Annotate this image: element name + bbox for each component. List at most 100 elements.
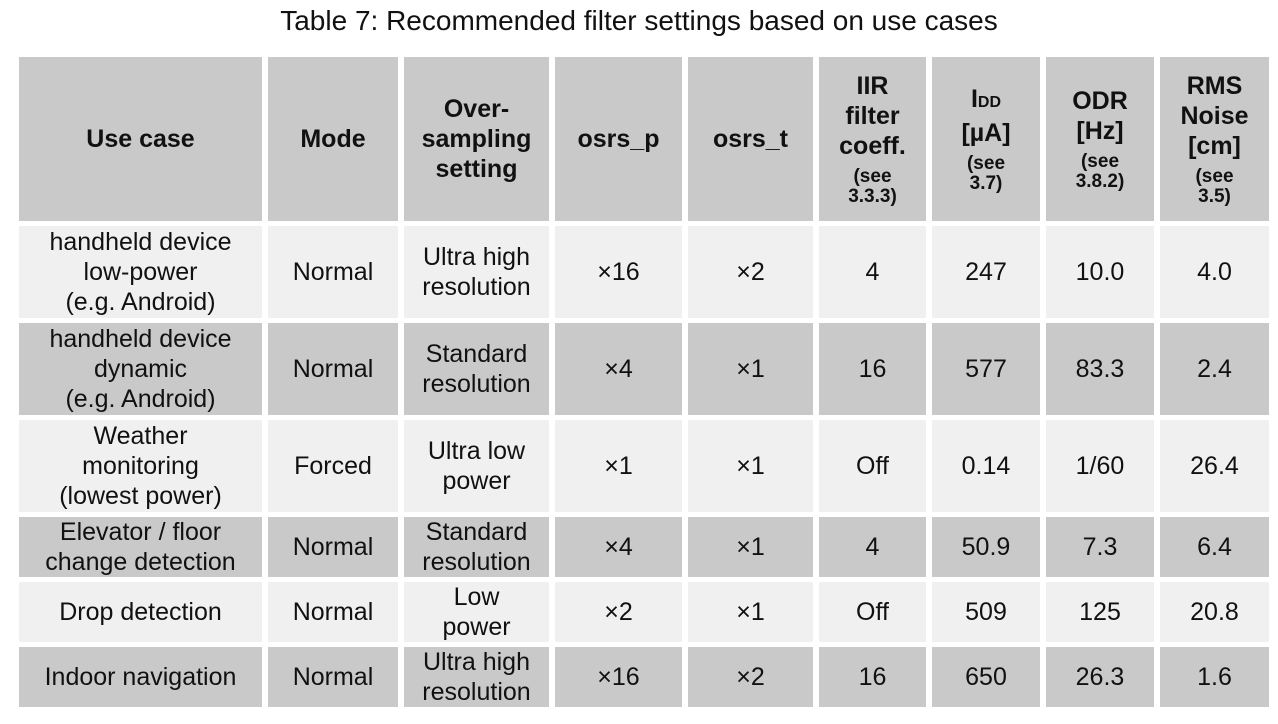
oversampling-line: Ultra high	[423, 243, 530, 271]
oversampling-line: resolution	[422, 273, 531, 301]
header-odr-note-line: 3.8.2)	[1075, 171, 1125, 192]
header-osrs-p-label: osrs_p	[577, 125, 660, 153]
header-use-case-label: Use case	[86, 125, 195, 153]
header-rms-line: [cm]	[1188, 132, 1241, 160]
oversampling-line: resolution	[422, 370, 531, 398]
cell-use-case: handheld device low-power (e.g. Android)	[19, 226, 262, 318]
cell-osrs-p: ×2	[555, 582, 682, 642]
table-row: handheld device low-power (e.g. Android)…	[19, 226, 1269, 318]
header-oversampling: Over- sampling setting	[404, 57, 549, 221]
header-iir-line: coeff.	[839, 132, 906, 160]
cell-iir: 16	[819, 323, 926, 415]
cell-osrs-t: ×1	[688, 420, 813, 512]
cell-idd: 0.14	[932, 420, 1040, 512]
cell-rms: 4.0	[1160, 226, 1269, 318]
cell-oversampling: Ultra low power	[404, 420, 549, 512]
header-rms-note: (see 3.5)	[1160, 167, 1269, 207]
cell-osrs-p: ×16	[555, 226, 682, 318]
cell-idd: 247	[932, 226, 1040, 318]
table-row: Weather monitoring (lowest power) Forced…	[19, 420, 1269, 512]
header-rms-noise: RMS Noise [cm] (see 3.5)	[1160, 57, 1269, 221]
use-case-line: Drop detection	[59, 598, 222, 626]
cell-oversampling: Ultra high resolution	[404, 647, 549, 707]
cell-use-case: Weather monitoring (lowest power)	[19, 420, 262, 512]
cell-oversampling: Standard resolution	[404, 517, 549, 577]
header-idd-subscript: DD	[977, 94, 1002, 111]
use-case-line: change detection	[45, 548, 236, 576]
oversampling-line: Low	[453, 583, 500, 611]
use-case-line: (lowest power)	[59, 482, 222, 510]
use-case-line: Elevator / floor	[59, 518, 222, 546]
cell-odr: 1/60	[1046, 420, 1154, 512]
cell-idd: 50.9	[932, 517, 1040, 577]
cell-osrs-t: ×2	[688, 647, 813, 707]
header-odr-line: [Hz]	[1076, 117, 1124, 145]
use-case-line: handheld device	[49, 228, 232, 256]
filter-settings-table: Use case Mode Over- sampling setting osr…	[13, 52, 1275, 712]
header-iir-line: filter	[845, 102, 900, 130]
oversampling-line: Ultra high	[423, 648, 530, 676]
header-iir-note-line: 3.3.3)	[848, 186, 897, 207]
cell-osrs-p: ×4	[555, 517, 682, 577]
header-idd-unit: [µA]	[961, 119, 1011, 147]
header-idd-main: I	[970, 85, 978, 113]
cell-iir: 4	[819, 226, 926, 318]
cell-rms: 20.8	[1160, 582, 1269, 642]
cell-osrs-t: ×1	[688, 323, 813, 415]
header-iir-line: IIR	[856, 72, 889, 100]
header-rms-note-line: 3.5)	[1198, 186, 1231, 207]
use-case-line: dynamic	[93, 355, 188, 383]
header-use-case: Use case	[19, 57, 262, 221]
header-rms-note-line: (see	[1195, 166, 1234, 187]
cell-use-case: Elevator / floor change detection	[19, 517, 262, 577]
oversampling-line: power	[442, 613, 511, 641]
header-odr-note: (see 3.8.2)	[1046, 152, 1154, 192]
cell-osrs-p: ×1	[555, 420, 682, 512]
cell-osrs-t: ×1	[688, 582, 813, 642]
use-case-line: (e.g. Android)	[65, 385, 216, 413]
use-case-line: handheld device	[49, 325, 232, 353]
header-osrs-t: osrs_t	[688, 57, 813, 221]
cell-oversampling: Ultra high resolution	[404, 226, 549, 318]
header-mode-label: Mode	[300, 125, 366, 153]
use-case-line: Indoor navigation	[44, 663, 237, 691]
cell-idd: 509	[932, 582, 1040, 642]
header-idd-note-line: (see	[966, 153, 1006, 174]
header-mode: Mode	[268, 57, 398, 221]
header-oversampling-line: setting	[435, 155, 518, 183]
cell-oversampling: Low power	[404, 582, 549, 642]
header-idd-note-line: 3.7)	[969, 173, 1003, 194]
use-case-line: low-power	[83, 258, 198, 286]
table-row: Drop detection Normal Low power ×2 ×1 Of…	[19, 582, 1269, 642]
cell-mode: Forced	[268, 420, 398, 512]
cell-odr: 7.3	[1046, 517, 1154, 577]
cell-iir: Off	[819, 582, 926, 642]
header-iir-note-line: (see	[853, 166, 892, 187]
cell-rms: 6.4	[1160, 517, 1269, 577]
header-idd-symbol: IDD	[932, 84, 1040, 118]
cell-iir: 16	[819, 647, 926, 707]
cell-osrs-t: ×1	[688, 517, 813, 577]
cell-iir: 4	[819, 517, 926, 577]
header-idd-note: (see 3.7)	[932, 154, 1040, 194]
cell-iir: Off	[819, 420, 926, 512]
cell-idd: 577	[932, 323, 1040, 415]
oversampling-line: Standard	[425, 340, 528, 368]
header-idd: IDD [µA] (see 3.7)	[932, 57, 1040, 221]
cell-rms: 2.4	[1160, 323, 1269, 415]
cell-mode: Normal	[268, 647, 398, 707]
table-row: Indoor navigation Normal Ultra high reso…	[19, 647, 1269, 707]
use-case-line: monitoring	[82, 452, 199, 480]
oversampling-line: resolution	[422, 548, 531, 576]
cell-oversampling: Standard resolution	[404, 323, 549, 415]
table-row: handheld device dynamic (e.g. Android) N…	[19, 323, 1269, 415]
oversampling-line: power	[442, 467, 511, 495]
cell-osrs-p: ×4	[555, 323, 682, 415]
header-iir: IIR filter coeff. (see 3.3.3)	[819, 57, 926, 221]
oversampling-line: Standard	[425, 518, 528, 546]
header-oversampling-line: Over-	[443, 95, 510, 123]
cell-odr: 10.0	[1046, 226, 1154, 318]
use-case-line: Weather	[93, 422, 188, 450]
header-oversampling-line: sampling	[421, 125, 532, 153]
oversampling-line: Ultra low	[427, 437, 526, 465]
